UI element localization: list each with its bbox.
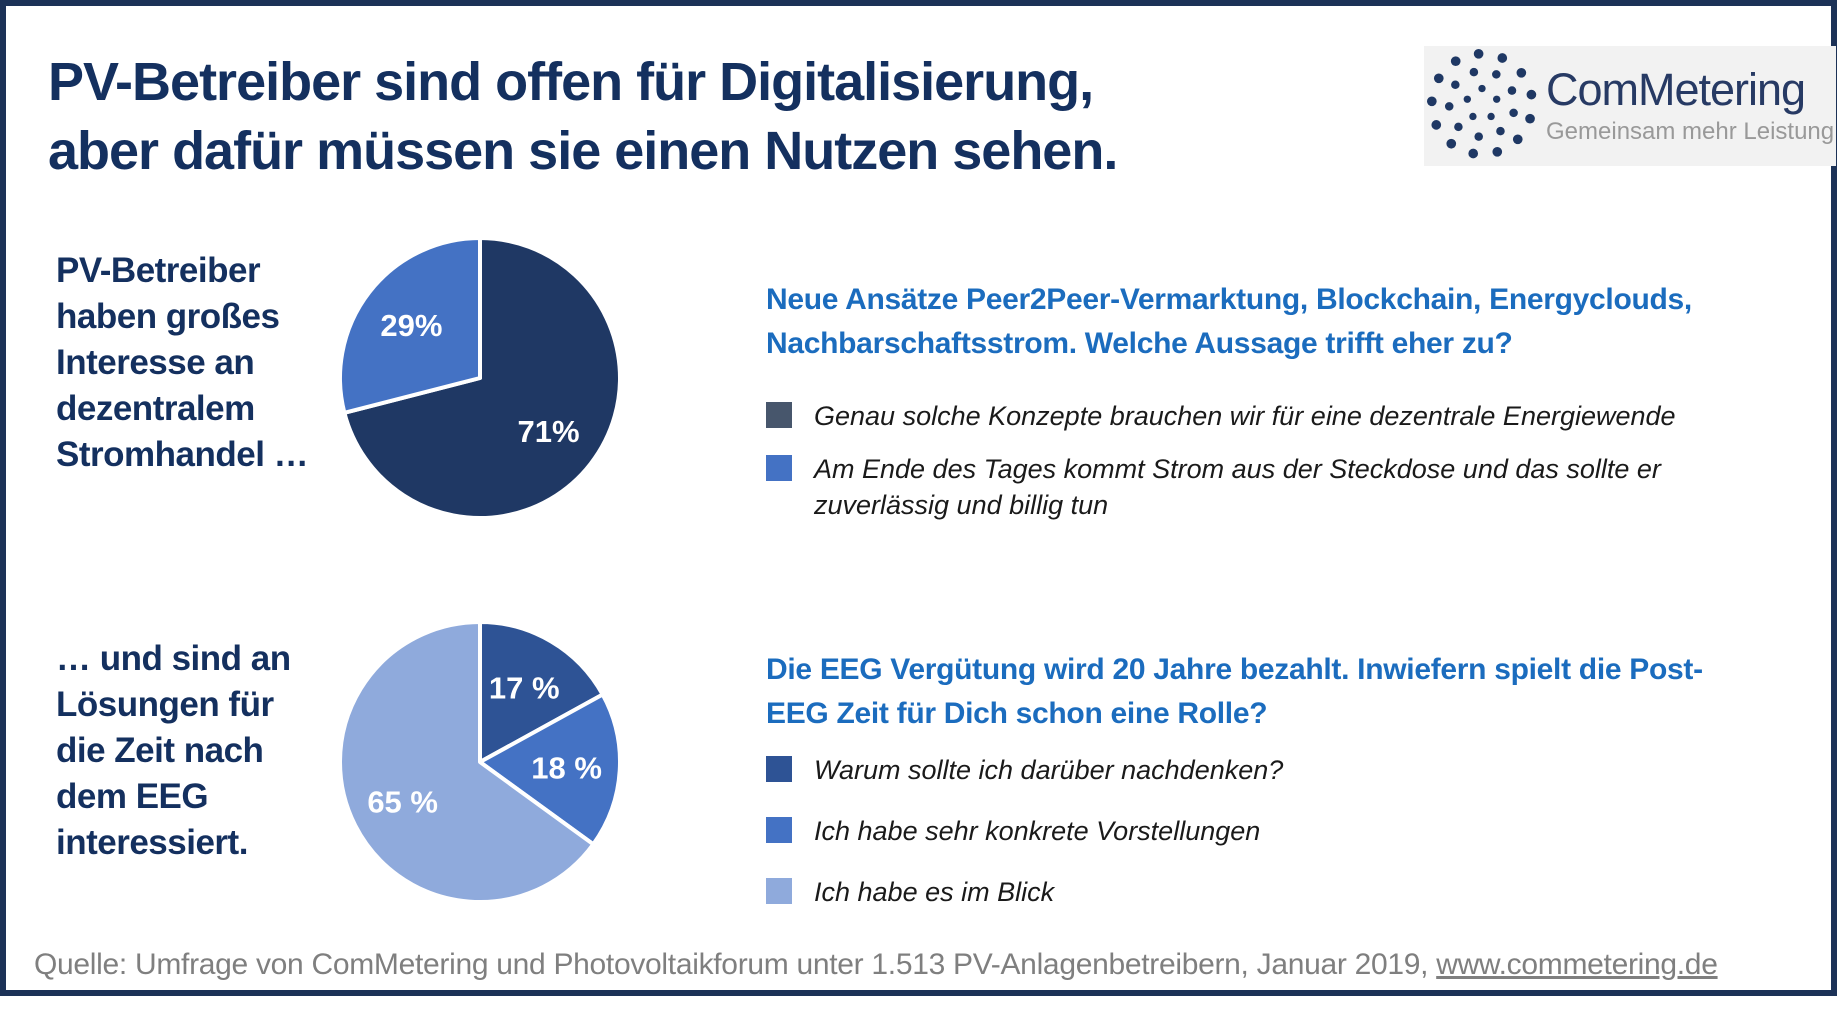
legend-swatch-lightblue <box>766 878 792 904</box>
source-text: Quelle: Umfrage von ComMetering und Phot… <box>34 948 1437 981</box>
question-1: Neue Ansätze Peer2Peer-Vermarktung, Bloc… <box>766 283 1692 360</box>
pie2-caption: … und sind an Lösungen für die Zeit nach… <box>56 639 291 862</box>
legend-label: Ich habe es im Blick <box>814 877 1055 907</box>
pie-chart-post-eeg: 17 % 18 % 65 % <box>330 612 630 912</box>
legend-item: Ich habe es im Blick <box>766 874 1283 910</box>
legend-item: Am Ende des Tages kommt Strom aus der St… <box>766 451 1676 523</box>
pie-value-label: 18 % <box>531 750 602 785</box>
page-title: PV-Betreiber sind offen für Digitalisier… <box>48 48 1118 186</box>
commetering-logo: ComMetering Gemeinsam mehr Leistung <box>1424 46 1836 166</box>
legend-item: Ich habe sehr konkrete Vorstellungen <box>766 813 1283 849</box>
legend-2: Warum sollte ich darüber nachdenken? Ich… <box>766 752 1283 910</box>
source-note: Quelle: Umfrage von ComMetering und Phot… <box>34 948 1718 982</box>
commetering-link[interactable]: www.commetering.de <box>1436 948 1718 981</box>
pie-slice <box>342 236 622 520</box>
pie-value-label: 65 % <box>367 784 438 819</box>
legend-swatch-dark <box>766 402 792 428</box>
pie-slice <box>478 692 622 847</box>
legend-swatch-darkblue <box>766 756 792 782</box>
logo-dots-icon <box>1424 46 1540 167</box>
pie-value-label: 17 % <box>489 670 560 705</box>
legend-label: Warum sollte ich darüber nachdenken? <box>814 755 1284 785</box>
pie-slice <box>478 620 605 764</box>
legend-swatch-blue <box>766 455 792 481</box>
legend-item: Warum sollte ich darüber nachdenken? <box>766 752 1283 788</box>
question-2: Die EEG Vergütung wird 20 Jahre bezahlt.… <box>766 653 1703 730</box>
title-line-1: PV-Betreiber sind offen für Digitalisier… <box>48 52 1094 112</box>
pie-chart-stromhandel: 71% 29% <box>330 228 630 528</box>
logo-tagline: Gemeinsam mehr Leistung <box>1546 118 1835 145</box>
legend-label: Am Ende des Tages kommt Strom aus der St… <box>814 454 1661 520</box>
legend-label: Genau solche Konzepte brauchen wir für e… <box>814 401 1676 431</box>
pie-slice <box>338 236 482 415</box>
legend-swatch-blue <box>766 817 792 843</box>
legend-1: Genau solche Konzepte brauchen wir für e… <box>766 398 1676 523</box>
legend-item: Genau solche Konzepte brauchen wir für e… <box>766 398 1676 434</box>
legend-label: Ich habe sehr konkrete Vorstellungen <box>814 816 1261 846</box>
pie-slice <box>338 620 596 904</box>
pie-value-label: 71% <box>518 414 580 449</box>
title-line-2: aber dafür müssen sie einen Nutzen sehen… <box>48 121 1118 181</box>
pie-value-label: 29% <box>380 308 442 343</box>
pie1-caption: PV-Betreiber haben großes Interesse an d… <box>56 251 309 474</box>
logo-name: ComMetering <box>1546 64 1806 115</box>
